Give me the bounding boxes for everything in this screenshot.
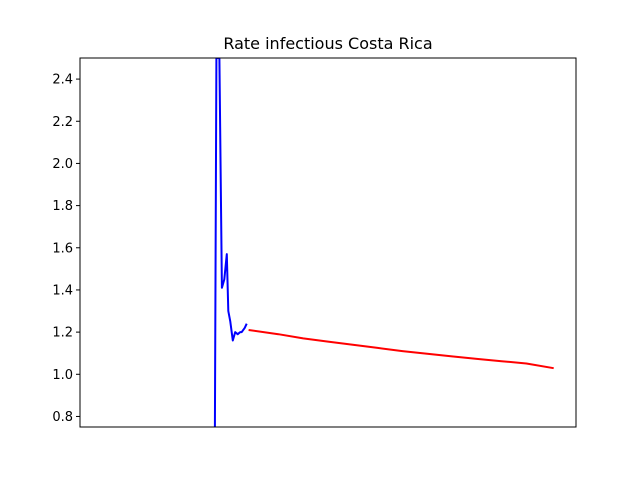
y-tick-label: 2.4: [52, 73, 73, 88]
y-tick-label: 1.2: [52, 326, 73, 341]
y-tick-label: 1.0: [52, 368, 73, 383]
series-line-1: [213, 58, 248, 427]
y-tick-label: 0.8: [52, 410, 73, 425]
plot-frame: [79, 57, 577, 428]
y-tick-label: 1.6: [52, 241, 73, 256]
chart-title: Rate infectious Costa Rica: [223, 34, 432, 53]
plot-area: [213, 58, 554, 427]
y-tick-label: 2.0: [52, 157, 73, 172]
y-axis: 0.8 1.0 1.2 1.4 1.6 1.8 2.0 2.2 2.4: [52, 73, 80, 425]
series-line-2: [248, 329, 554, 370]
y-tick-label: 2.2: [52, 115, 73, 130]
y-tick-label: 1.4: [52, 283, 73, 298]
y-tick-label: 1.8: [52, 199, 73, 214]
